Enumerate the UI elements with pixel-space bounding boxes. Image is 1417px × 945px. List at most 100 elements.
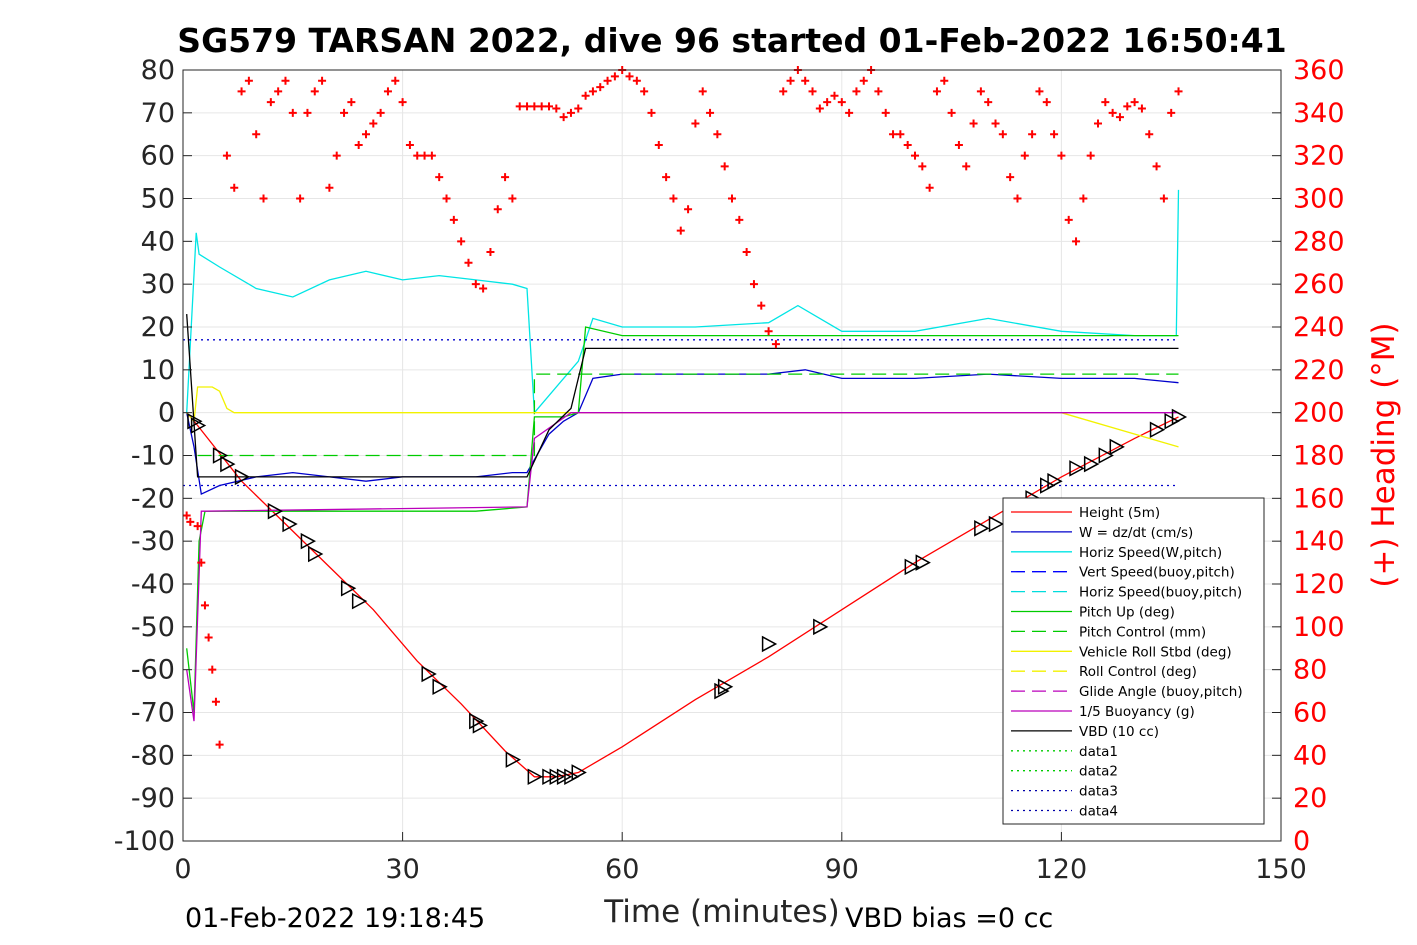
heading-point: [252, 130, 261, 139]
heading-point: [288, 108, 297, 117]
heading-point: [1086, 151, 1095, 160]
heading-point: [1130, 98, 1139, 107]
x-tick-label: 150: [1255, 854, 1307, 885]
heading-point: [204, 633, 213, 642]
heading-point: [771, 340, 780, 349]
profile-marker: [1171, 408, 1188, 426]
profile-marker: [813, 618, 829, 636]
profile-marker: [300, 532, 317, 550]
y2-tick-label: 140: [1293, 526, 1345, 557]
y-tick-label: -40: [131, 569, 175, 600]
y-tick-label: 50: [141, 184, 175, 215]
heading-point: [815, 104, 824, 113]
heading-point: [706, 108, 715, 117]
profile-marker: [915, 554, 931, 571]
heading-point: [640, 87, 649, 96]
heading-point: [969, 119, 978, 128]
heading-point: [647, 108, 656, 117]
heading-point: [1123, 102, 1132, 111]
heading-point: [932, 87, 941, 96]
heading-point: [215, 740, 224, 749]
heading-point: [588, 87, 597, 96]
y2-tick-label: 60: [1293, 698, 1327, 729]
heading-point: [354, 140, 363, 149]
footer-vbd-bias: VBD bias =0 cc: [845, 903, 1053, 934]
heading-point: [303, 108, 312, 117]
x-axis: 0 30 60 90 120 150: [174, 832, 1307, 885]
profile-marker: [1098, 447, 1114, 464]
heading-point: [610, 72, 619, 81]
profile-marker: [505, 751, 521, 768]
profile-marker: [571, 764, 587, 781]
heading-point: [523, 102, 532, 111]
heading-point: [976, 87, 985, 96]
y-tick-label: 30: [141, 269, 175, 300]
profile-marker: [761, 635, 778, 653]
heading-point: [566, 108, 575, 117]
heading-point: [1152, 162, 1161, 171]
heading-point: [713, 130, 722, 139]
heading-point: [779, 87, 788, 96]
heading-point: [369, 119, 378, 128]
heading-point: [991, 119, 1000, 128]
heading-point: [1094, 119, 1102, 128]
y-tick-label: -10: [131, 441, 175, 472]
legend-label-buoyancy: 1/5 Buoyancy (g): [1079, 704, 1195, 720]
y2-tick-label: 220: [1293, 355, 1345, 386]
heading-point: [625, 72, 634, 81]
heading-point: [749, 280, 758, 289]
heading-point: [398, 98, 407, 107]
heading-point: [318, 76, 327, 85]
heading-point: [391, 76, 400, 85]
heading-point: [1057, 151, 1066, 160]
heading-point: [859, 76, 868, 85]
heading-point: [1079, 194, 1088, 203]
profile-marker: [549, 768, 565, 786]
heading-point: [1006, 173, 1015, 182]
marker-layer: [187, 408, 1188, 786]
heading-point: [984, 98, 993, 107]
legend-label-data3: data3: [1079, 784, 1118, 800]
heading-point: [244, 76, 253, 85]
heading-point: [449, 215, 458, 224]
heading-point: [545, 102, 553, 111]
legend-label-w: W = dz/dt (cm/s): [1079, 525, 1193, 541]
y2-tick-label: 320: [1293, 141, 1345, 172]
heading-point: [493, 205, 502, 214]
heading-point: [1072, 237, 1081, 246]
series-line-w: [186, 369, 1179, 496]
y2-tick-label: 300: [1293, 184, 1345, 215]
heading-point: [413, 151, 422, 160]
y-tick-label: -100: [114, 826, 175, 857]
heading-point: [1035, 87, 1044, 96]
heading-point: [281, 76, 290, 85]
heading-point: [347, 98, 356, 107]
y-tick-label: -50: [131, 612, 175, 643]
heading-point: [200, 601, 209, 610]
heading-point: [684, 205, 693, 214]
heading-point: [735, 215, 744, 224]
y-tick-label: 40: [141, 226, 175, 257]
heading-point: [808, 87, 817, 96]
y2-tick-label: 100: [1293, 612, 1345, 643]
heading-point: [801, 76, 810, 85]
legend-label-pitch_up: Pitch Up (deg): [1079, 605, 1175, 621]
heading-point: [998, 130, 1007, 139]
profile-marker: [542, 768, 558, 786]
heading-point: [296, 194, 305, 203]
y2-tick-label: 160: [1293, 483, 1345, 514]
y2-tick-label: 20: [1293, 783, 1327, 814]
heading-point: [515, 102, 524, 111]
profile-marker: [267, 502, 284, 520]
heading-point: [537, 102, 546, 111]
y2-tick-label: 240: [1293, 312, 1345, 343]
heading-point: [632, 76, 641, 85]
heading-point: [435, 173, 444, 182]
heading-point: [362, 130, 370, 139]
profile-marker: [1109, 438, 1125, 456]
heading-point: [698, 87, 707, 96]
y2-tick-label: 340: [1293, 98, 1345, 129]
profile-marker: [1149, 421, 1166, 439]
heading-point: [332, 151, 341, 160]
